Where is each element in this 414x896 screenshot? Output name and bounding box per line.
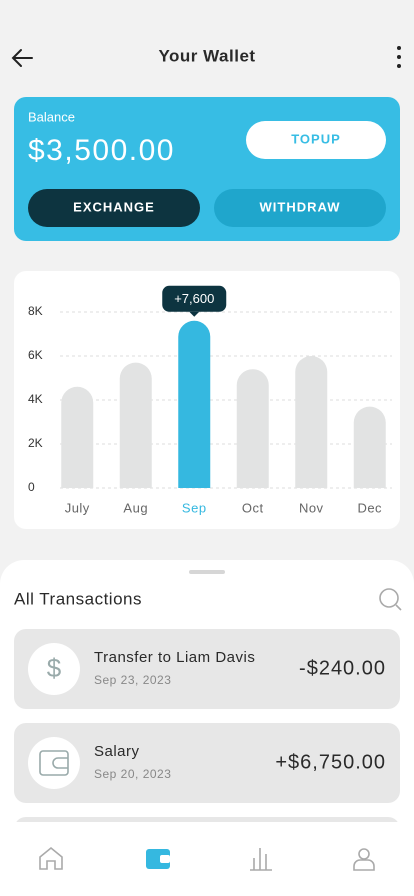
x-tick-label: Sep — [182, 500, 207, 515]
y-tick-label: 4K — [28, 392, 43, 406]
transactions-title: All Transactions — [14, 589, 142, 608]
more-menu[interactable] — [397, 46, 401, 68]
dollar-icon: $ — [47, 653, 62, 683]
bar — [61, 386, 94, 488]
wallet-icon — [39, 750, 69, 776]
withdraw-button[interactable] — [214, 189, 386, 227]
transaction-date: Sep 23, 2023 — [94, 673, 171, 687]
withdraw-label: WITHDRAW — [260, 199, 341, 214]
topup-button[interactable] — [246, 121, 386, 159]
profile-tab[interactable] — [353, 848, 375, 871]
wallet-tab[interactable] — [146, 849, 170, 869]
y-tick-label: 2K — [28, 436, 43, 450]
chart: 0 2K 4K 6K 8K July Aug Sep +7,600 Oct Nov Dec — [28, 285, 392, 515]
bar — [178, 320, 211, 488]
tooltip-pointer — [189, 311, 200, 317]
exchange-label: EXCHANGE — [73, 199, 155, 214]
stats-tab[interactable] — [250, 848, 272, 871]
value-label: +7,600 — [174, 291, 214, 306]
bar — [236, 369, 269, 488]
transaction-name: Transfer to Liam Davis — [94, 649, 255, 666]
y-tick-label: 6K — [28, 348, 43, 362]
tooltip — [162, 285, 227, 312]
balance-amount: $3,500.00 — [28, 134, 175, 167]
x-tick-label: July — [65, 500, 90, 515]
sheet-handle — [189, 570, 225, 574]
transaction-date: Sep 20, 2023 — [94, 767, 171, 781]
y-tick-label: 0 — [28, 480, 35, 494]
bar — [119, 362, 152, 488]
transaction-card[interactable] — [14, 723, 400, 803]
balance-label: Balance — [28, 109, 75, 124]
x-tick-label: Nov — [299, 500, 324, 515]
topup-label: TOPUP — [291, 131, 341, 146]
home-tab[interactable] — [39, 846, 63, 870]
bottom-nav — [0, 822, 414, 896]
search-button[interactable] — [379, 588, 402, 611]
x-tick-label: Aug — [123, 500, 148, 515]
x-tick-label: Dec — [357, 500, 382, 515]
x-tick-label: Oct — [242, 500, 264, 515]
transaction-icon — [28, 643, 80, 695]
transaction-amount: +$6,750.00 — [275, 751, 386, 773]
y-tick-label: 8K — [28, 304, 43, 318]
transaction-card[interactable] — [14, 629, 400, 709]
exchange-button[interactable] — [28, 189, 200, 227]
bar — [353, 406, 386, 488]
transaction-amount: -$240.00 — [299, 657, 386, 679]
bar — [295, 356, 328, 488]
back-button[interactable] — [11, 49, 33, 67]
transaction-name: Salary — [94, 743, 140, 760]
page-title: Your Wallet — [158, 46, 255, 65]
transaction-icon — [28, 737, 80, 789]
